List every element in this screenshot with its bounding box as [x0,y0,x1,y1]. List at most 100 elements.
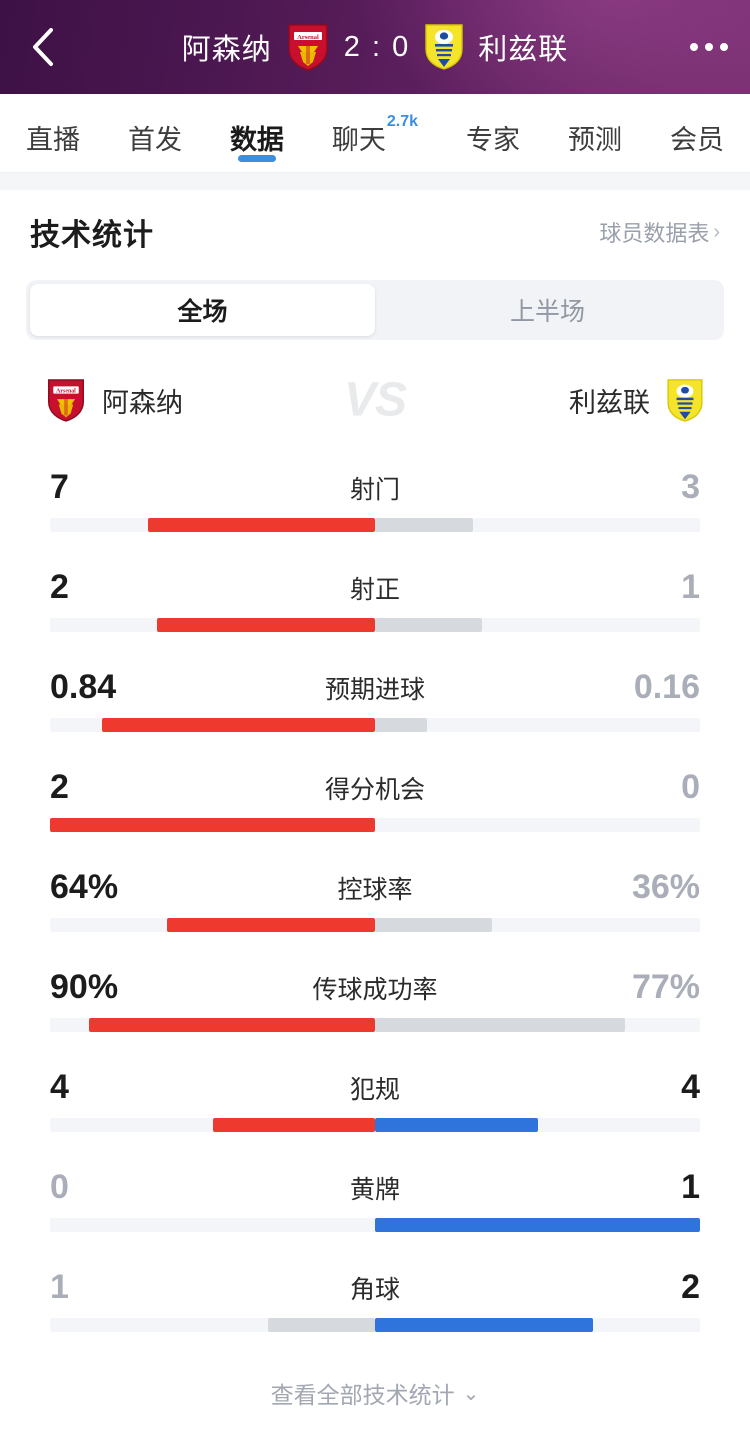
vs-watermark: VS [343,373,407,427]
stat-bar-away-fill [375,918,492,932]
stat-bar [50,918,700,932]
stat-row: 4 犯规 4 [0,1056,750,1156]
stats-list: 7 射门 3 2 射正 1 0.84 预期进球 0.16 2 得分机会 0 64% 控球率 36% 90% 传球… [0,446,750,1356]
stat-label: 射门 [349,476,401,504]
svg-text:Arsenal: Arsenal [56,389,76,395]
stat-home-value: 0 [50,1167,69,1206]
stat-row: 7 射门 3 [0,456,750,556]
stat-row: 2 射正 1 [0,556,750,656]
stat-home-value: 2 [50,567,69,606]
stat-label: 黄牌 [349,1176,401,1204]
more-options-button[interactable] [690,43,728,51]
page-title: 技术统计 [30,219,154,252]
stat-bar [50,818,700,832]
stat-bar-home-fill [167,918,375,932]
stat-away-value: 1 [681,1167,700,1206]
stat-bar [50,1318,700,1332]
stat-away-value: 0.16 [633,667,700,706]
stat-away-value: 3 [681,467,700,506]
stat-bar-home-fill [157,618,375,632]
leeds-crest-icon [667,378,703,422]
stat-bar-home-fill [212,1118,375,1132]
header-away-team: 利兹联 [478,34,569,66]
tab-4[interactable]: 专家 [466,94,520,172]
stat-label: 射正 [349,576,401,604]
stat-away-value: 1 [681,567,700,606]
period-segmented-control: 全场 上半场 [26,280,724,340]
section-header: 技术统计 球员数据表 › [0,190,750,274]
tab-2[interactable]: 数据 [230,94,284,172]
stat-row: 0 黄牌 1 [0,1156,750,1256]
stat-bar-away-fill [375,1218,700,1232]
tab-label: 数据 [229,125,284,155]
stat-bar-away-fill [375,1318,593,1332]
stat-bar-home-fill [50,818,375,832]
arsenal-crest-icon: Arsenal [48,379,84,422]
segment-option-1[interactable]: 上半场 [375,284,720,336]
away-team-name: 利兹联 [569,387,650,418]
segment-option-label: 全场 [177,298,228,326]
tab-3[interactable]: 聊天 2.7k [332,94,418,172]
tab-active-indicator [237,155,276,162]
stat-bar-away-fill [375,518,473,532]
expand-all-stats-button[interactable]: 查看全部技术统计 ⌄ [0,1356,750,1430]
stat-row: 64% 控球率 36% [0,856,750,956]
tab-label: 聊天 [331,125,386,155]
stat-row: 90% 传球成功率 77% [0,956,750,1056]
stat-label: 角球 [349,1276,401,1304]
segment-option-0[interactable]: 全场 [30,284,375,336]
stat-bar [50,1018,700,1032]
stat-home-value: 0.84 [50,667,117,706]
home-team-block: Arsenal 阿森纳 [46,377,183,423]
stat-away-value: 36% [631,867,700,906]
back-chevron-icon [33,28,53,66]
section-divider [0,172,750,190]
tab-0[interactable]: 直播 [26,94,80,172]
stat-label: 犯规 [349,1076,401,1104]
stat-bar-away-fill [375,718,427,732]
stat-label: 传球成功率 [312,976,438,1004]
stat-bar-home-fill [89,1018,375,1032]
more-dots-icon [720,43,728,51]
stat-bar-away-fill [375,1018,626,1032]
stat-away-value: 2 [681,1267,700,1306]
tab-label: 直播 [26,125,80,155]
back-button[interactable] [20,24,66,70]
header-score: 2 : 0 [343,30,411,63]
stat-row: 2 得分机会 0 [0,756,750,856]
stat-bar [50,718,700,732]
tab-6[interactable]: 会员 [670,94,724,172]
stat-bar-home-fill [102,718,375,732]
tab-5[interactable]: 预测 [568,94,622,172]
tab-label: 预测 [567,125,622,155]
more-dots-icon [690,43,698,51]
tab-label: 首发 [127,125,182,155]
leeds-crest-icon [425,24,463,70]
stat-home-value: 90% [50,967,119,1006]
stat-label: 预期进球 [324,676,426,704]
more-dots-icon [705,43,713,51]
stat-label: 得分机会 [324,776,426,804]
player-stats-link[interactable]: 球员数据表 › [599,216,720,248]
svg-text:Arsenal: Arsenal [297,34,319,41]
stat-bar-home-fill [267,1318,375,1332]
expand-all-stats-label: 查看全部技术统计 [270,1382,455,1408]
stat-bar-home-fill [147,518,375,532]
tab-1[interactable]: 首发 [128,94,182,172]
stat-row: 1 角球 2 [0,1256,750,1356]
stat-bar [50,618,700,632]
stat-bar-away-fill [375,1118,538,1132]
stat-bar-away-fill [375,618,483,632]
stat-home-value: 1 [50,1267,69,1306]
stat-home-value: 2 [50,767,69,806]
tab-bar: 直播 首发 数据 聊天 2.7k 专家 预测 会员 [0,94,750,172]
app-header: 阿森纳 Arsenal 2 : 0 利兹联 [0,0,750,94]
away-team-block: 利兹联 [569,378,704,423]
chevron-right-icon: › [713,220,720,243]
stat-home-value: 7 [50,467,69,506]
stat-away-value: 4 [681,1067,700,1106]
chevron-down-icon: ⌄ [462,1382,480,1405]
stat-label: 控球率 [337,876,413,904]
tab-badge: 2.7k [386,113,419,130]
